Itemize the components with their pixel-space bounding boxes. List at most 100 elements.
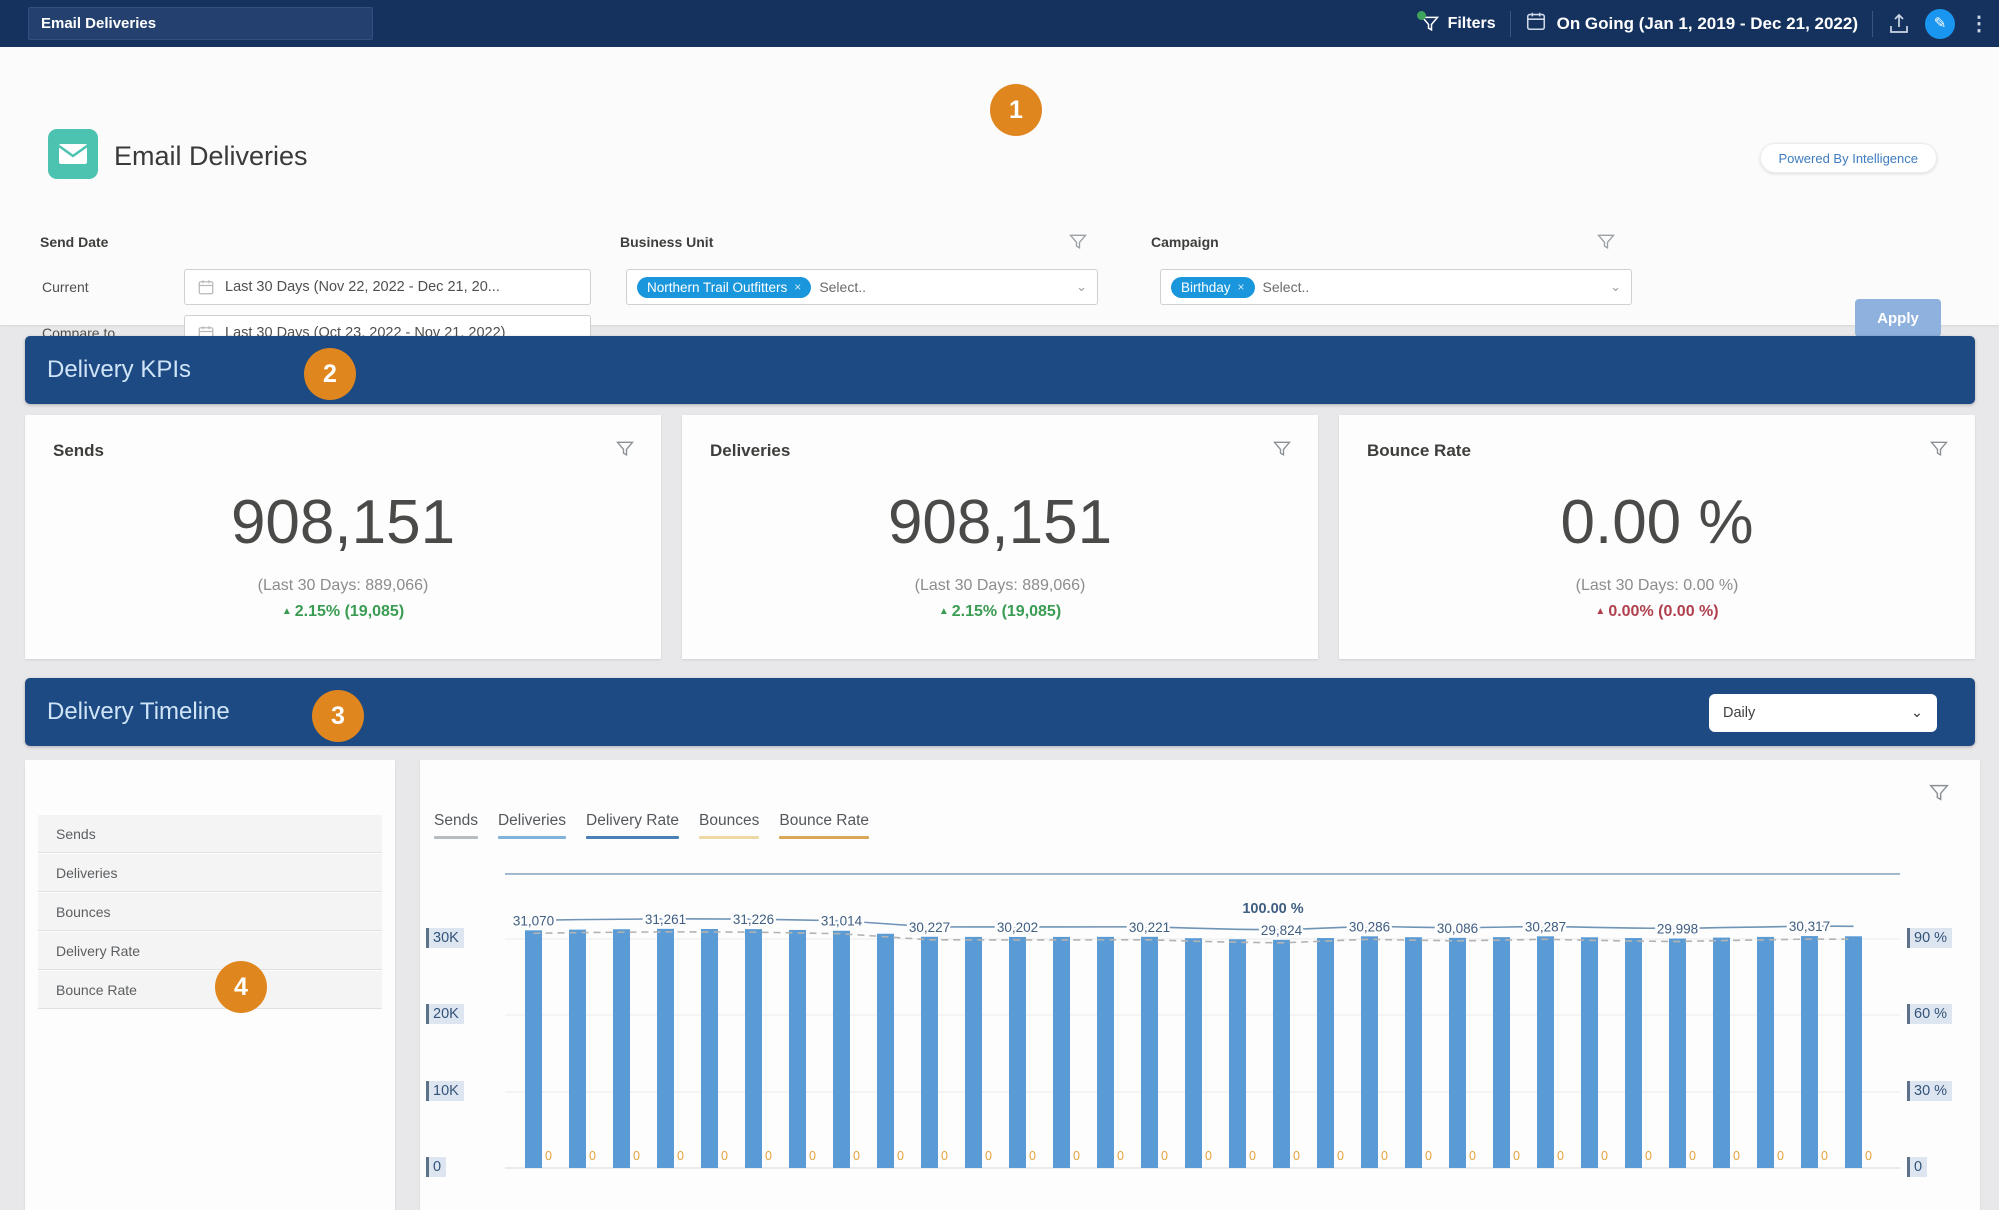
current-date-input[interactable]: Last 30 Days (Nov 22, 2022 - Dec 21, 20.… — [184, 269, 591, 305]
campaign-label: Campaign — [1151, 234, 1219, 250]
kpi-previous-period: (Last 30 Days: 0.00 %) — [1575, 577, 1739, 594]
metric-row-delivery-rate[interactable]: Delivery Rate — [38, 932, 382, 970]
metric-row-bounces[interactable]: Bounces — [38, 893, 382, 931]
legend-item-deliveries[interactable]: Deliveries — [497, 812, 567, 839]
point-value-label: 29,998 — [1657, 922, 1698, 937]
kpi-delta: ▲ 2.15% (19,085) — [281, 603, 405, 620]
chevron-down-icon: ⌄ — [1076, 279, 1087, 294]
bounces-zero-label: 0 — [1293, 1149, 1300, 1163]
sends-bar[interactable] — [1537, 936, 1554, 1168]
sends-bar[interactable] — [1185, 938, 1202, 1168]
date-range-selector[interactable]: On Going (Jan 1, 2019 - Dec 21, 2022) — [1525, 10, 1858, 37]
metric-row-sends[interactable]: Sends — [38, 815, 382, 853]
sends-bar[interactable] — [789, 929, 806, 1168]
sends-bar[interactable] — [965, 936, 982, 1168]
sends-bar[interactable] — [1405, 937, 1422, 1168]
bounces-zero-label: 0 — [1557, 1149, 1564, 1163]
delta-up-icon: ▲ — [281, 606, 292, 617]
kpi-value: 908,151 — [887, 488, 1113, 557]
step-badge-2: 2 — [304, 348, 356, 400]
delivery-timeline-chart-panel: Sends Deliveries Delivery Rate Bounces B… — [420, 760, 1980, 1210]
sends-bar[interactable] — [1141, 936, 1158, 1168]
left-axis-tick: 30K — [426, 928, 464, 948]
apply-button[interactable]: Apply — [1855, 299, 1941, 337]
sends-bar[interactable] — [1669, 938, 1686, 1168]
sends-bar[interactable] — [657, 928, 674, 1168]
email-app-icon — [48, 129, 98, 179]
step-badge-1: 1 — [990, 84, 1042, 136]
sends-bar[interactable] — [921, 936, 938, 1168]
business-unit-filter-icon[interactable] — [1068, 232, 1088, 257]
calendar-icon — [1525, 10, 1547, 37]
sends-bar[interactable] — [613, 929, 630, 1168]
bounces-zero-label: 0 — [1865, 1149, 1872, 1163]
legend-item-sends[interactable]: Sends — [434, 812, 478, 839]
campaign-chip: Birthday × — [1171, 276, 1255, 298]
sends-bar[interactable] — [1713, 937, 1730, 1168]
sends-bar[interactable] — [1493, 937, 1510, 1168]
point-value-label: 30,287 — [1525, 919, 1566, 934]
powered-by-intelligence-button[interactable]: Powered By Intelligence — [1759, 143, 1937, 173]
bounces-zero-label: 0 — [897, 1149, 904, 1163]
granularity-select[interactable]: Daily ⌄ — [1709, 694, 1937, 732]
kpi-title: Sends — [53, 441, 105, 460]
sends-bar[interactable] — [1361, 936, 1378, 1168]
sends-bar[interactable] — [1581, 937, 1598, 1168]
compare-period-line — [533, 931, 1854, 944]
kpi-filter-icon[interactable] — [615, 439, 635, 464]
export-icon — [1890, 13, 1908, 33]
kpi-filter-icon[interactable] — [1929, 439, 1949, 464]
sends-bar[interactable] — [1097, 936, 1114, 1168]
legend-item-bounce-rate[interactable]: Bounce Rate — [779, 812, 869, 839]
chart-filter-icon[interactable] — [1928, 782, 1950, 809]
point-value-label: 31,226 — [733, 912, 774, 927]
sends-bar[interactable] — [569, 929, 586, 1168]
campaign-select[interactable]: Birthday × Select.. ⌄ — [1160, 269, 1632, 305]
sends-bar[interactable] — [745, 929, 762, 1168]
divider — [1509, 10, 1511, 37]
left-axis-tick: 20K — [426, 1004, 464, 1024]
active-filter-indicator-dot — [1416, 10, 1426, 20]
delta-up-icon: ▲ — [1595, 606, 1606, 617]
sends-bar[interactable] — [701, 928, 718, 1168]
chip-remove-icon[interactable]: × — [1237, 280, 1245, 294]
campaign-filter-icon[interactable] — [1596, 232, 1616, 257]
more-options-button[interactable]: ⋮ — [1969, 11, 1989, 36]
point-value-label: 30,086 — [1437, 921, 1478, 936]
sends-bar[interactable] — [1009, 936, 1026, 1168]
bounces-zero-label: 0 — [1249, 1149, 1256, 1163]
page-title: Email Deliveries — [114, 141, 308, 171]
sends-bar[interactable] — [525, 930, 542, 1168]
sends-bar[interactable] — [1317, 938, 1334, 1168]
edit-button[interactable]: ✎ — [1925, 8, 1955, 39]
metric-row-bounce-rate[interactable]: Bounce Rate — [38, 971, 382, 1009]
sends-bar[interactable] — [1449, 937, 1466, 1168]
bounces-zero-label: 0 — [589, 1149, 596, 1163]
kpi-card-deliveries: Deliveries 908,151 (Last 30 Days: 889,06… — [682, 415, 1318, 659]
metric-row-deliveries[interactable]: Deliveries — [38, 854, 382, 892]
sends-bar[interactable] — [1053, 936, 1070, 1168]
sends-bar[interactable] — [1273, 939, 1290, 1168]
sends-bar[interactable] — [1801, 936, 1818, 1168]
sends-bar[interactable] — [1625, 938, 1642, 1168]
bounces-zero-label: 0 — [721, 1149, 728, 1163]
chip-remove-icon[interactable]: × — [794, 280, 802, 294]
kpi-filter-icon[interactable] — [1272, 439, 1292, 464]
sends-bar[interactable] — [1229, 939, 1246, 1168]
bounces-zero-label: 0 — [853, 1149, 860, 1163]
filters-button[interactable]: Filters — [1416, 10, 1496, 34]
sends-bar[interactable] — [1845, 936, 1862, 1168]
sends-bar[interactable] — [1757, 936, 1774, 1168]
dashboard-title-field[interactable]: Email Deliveries — [28, 7, 373, 40]
bounces-zero-label: 0 — [1733, 1149, 1740, 1163]
legend-item-bounces[interactable]: Bounces — [699, 812, 760, 839]
sends-bar[interactable] — [877, 933, 894, 1168]
business-unit-select[interactable]: Northern Trail Outfitters × Select.. ⌄ — [626, 269, 1098, 305]
send-date-label: Send Date — [40, 234, 109, 250]
bounces-zero-label: 0 — [1117, 1149, 1124, 1163]
bounces-zero-label: 0 — [1689, 1149, 1696, 1163]
bounces-zero-label: 0 — [985, 1149, 992, 1163]
legend-item-delivery-rate[interactable]: Delivery Rate — [586, 812, 680, 839]
export-button[interactable] — [1887, 12, 1911, 36]
sends-bar[interactable] — [833, 930, 850, 1168]
